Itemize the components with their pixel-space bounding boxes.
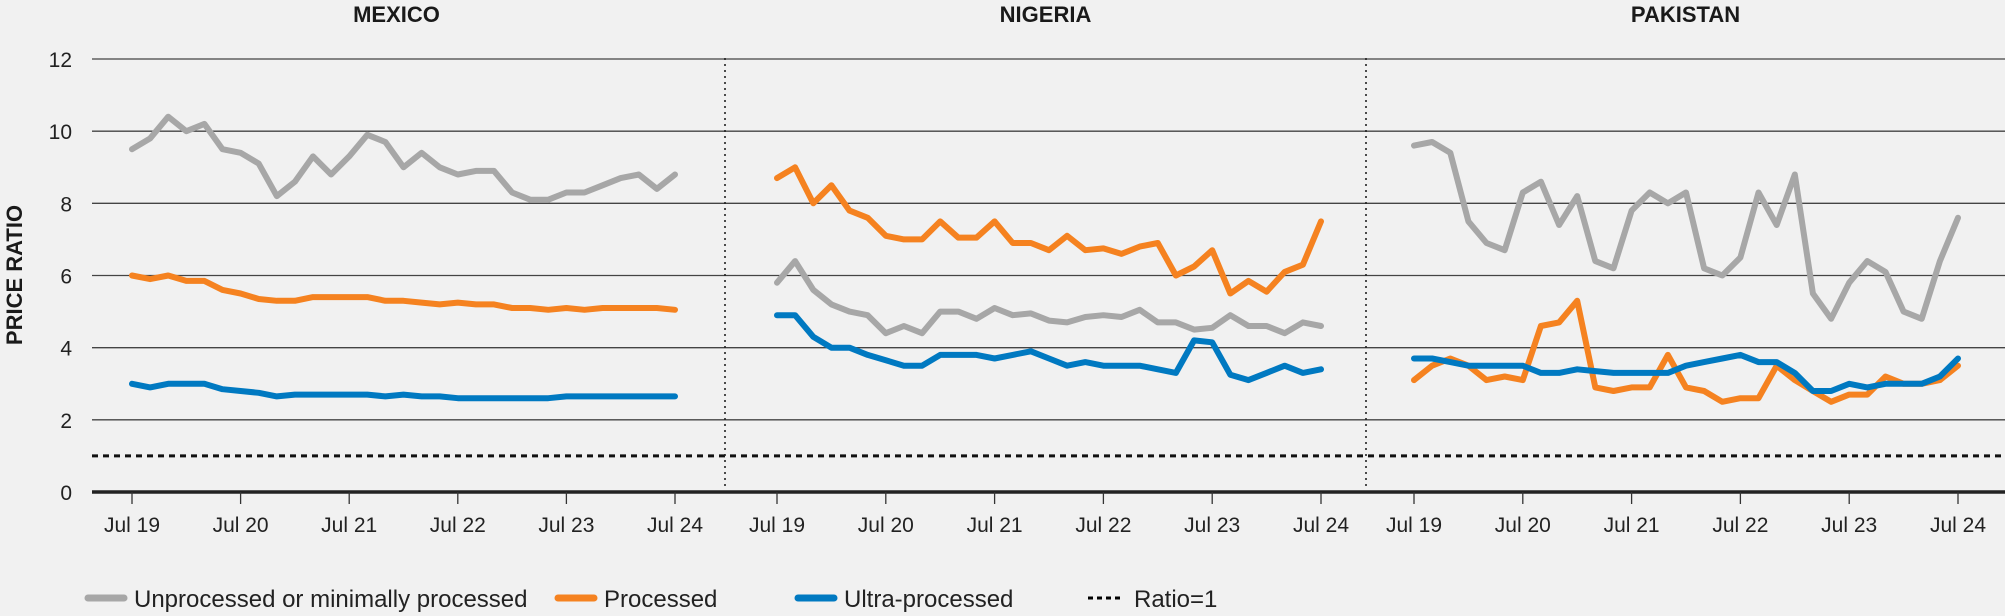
series-line-nigeria-processed: [774, 164, 1324, 297]
panel-title-nigeria: NIGERIA: [1000, 2, 1092, 27]
y-tick-label: 12: [49, 49, 72, 72]
x-tick-label: Jul 22: [1075, 514, 1131, 537]
y-tick-label: 2: [60, 410, 72, 433]
panel-title-pakistan: PAKISTAN: [1631, 2, 1740, 27]
legend-label: Ratio=1: [1134, 586, 1217, 613]
x-tick-label: Jul 20: [1495, 514, 1551, 537]
x-tick-label: Jul 23: [1821, 514, 1877, 537]
x-tick-label: Jul 21: [967, 514, 1023, 537]
y-tick-label: 4: [60, 338, 72, 361]
y-tick-label: 6: [60, 266, 72, 289]
x-tick-label: Jul 23: [1184, 514, 1240, 537]
x-tick-label: Jul 19: [104, 514, 160, 537]
x-tick-label: Jul 22: [1712, 514, 1768, 537]
legend-label: Unprocessed or minimally processed: [134, 586, 528, 613]
x-tick-label: Jul 21: [321, 514, 377, 537]
series-line-nigeria-ultra-processed: [774, 312, 1324, 384]
x-tick-label: Jul 21: [1604, 514, 1660, 537]
series-line-mexico-processed: [129, 272, 678, 313]
x-tick-label: Jul 20: [858, 514, 914, 537]
series-line-mexico-unprocessed-or-minimally-processed: [129, 113, 678, 203]
x-tick-label: Jul 20: [213, 514, 269, 537]
x-tick-label: Jul 22: [430, 514, 486, 537]
x-tick-label: Jul 24: [1293, 514, 1349, 537]
x-tick-label: Jul 19: [749, 514, 805, 537]
series-line-pakistan-processed: [1411, 297, 1961, 405]
y-axis-label: PRICE RATIO: [2, 205, 27, 345]
legend-label: Processed: [604, 586, 717, 613]
y-tick-label: 0: [60, 482, 72, 505]
x-tick-label: Jul 19: [1386, 514, 1442, 537]
legend-label: Ultra-processed: [844, 586, 1013, 613]
panel-title-mexico: MEXICO: [353, 2, 440, 27]
y-tick-label: 8: [60, 193, 72, 216]
series-line-nigeria-unprocessed-or-minimally-processed: [774, 258, 1324, 337]
x-tick-label: Jul 24: [647, 514, 703, 537]
series-line-pakistan-unprocessed-or-minimally-processed: [1411, 139, 1961, 322]
series-line-mexico-ultra-processed: [129, 380, 678, 402]
series-line-pakistan-ultra-processed: [1411, 351, 1961, 394]
x-tick-label: Jul 23: [538, 514, 594, 537]
y-tick-label: 10: [49, 121, 72, 144]
x-tick-label: Jul 24: [1930, 514, 1986, 537]
